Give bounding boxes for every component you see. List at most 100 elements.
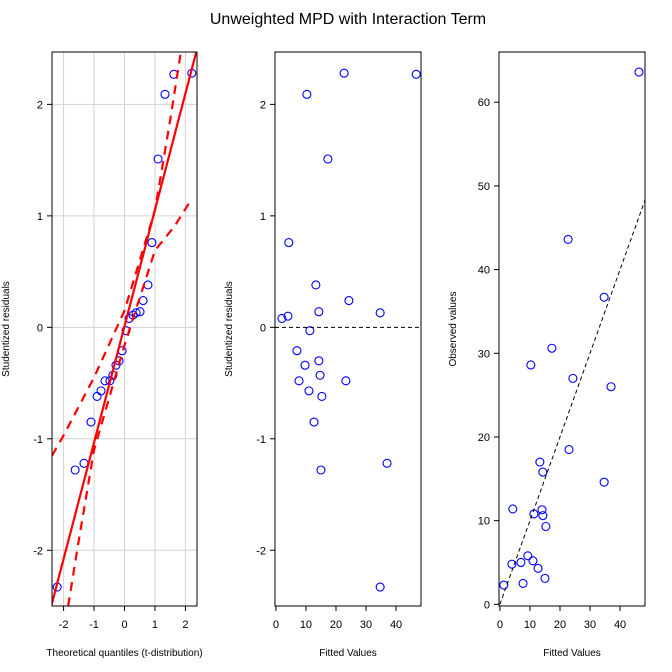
x-tick-label: -2 [59,619,69,631]
point [147,238,157,248]
point [516,557,526,568]
y-tick-label: 0 [484,599,490,611]
x-tick-label: 30 [584,619,596,631]
point [533,563,543,573]
point [341,376,351,386]
point [314,356,324,366]
y-tick-label: 0 [37,322,43,334]
point [382,458,392,468]
point [411,69,421,79]
point [540,573,550,583]
plot-frame [274,51,422,607]
point [564,444,574,455]
point [599,292,609,302]
y-tick-label: 20 [478,432,490,444]
line [52,52,197,606]
x-tick-label: 40 [390,619,402,631]
point [606,382,616,392]
point [153,154,163,164]
x-tick-label: 10 [524,619,536,631]
plot-frame [51,51,198,607]
x-tick-label: 0 [121,619,127,631]
x-tick-label: 0 [273,619,279,631]
point [518,578,528,588]
x-tick-label: 0 [497,619,503,631]
point [523,551,533,561]
point [568,373,578,383]
y-axis-title: Observed values [448,291,459,366]
point [339,68,349,78]
point [316,465,326,475]
y-tick-label: -2 [256,545,266,557]
point [508,504,518,514]
point [344,296,354,306]
point [547,343,557,353]
chart-title: Unweighted MPD with Interaction Term [210,11,486,28]
x-tick-label: 1 [152,619,158,631]
y-tick-label: -2 [33,545,43,557]
line [67,198,193,606]
plot-area [52,52,197,606]
point [599,477,609,487]
point [309,417,319,427]
y-axis-title: Studentized residuals [224,281,235,377]
y-axis-title: Studentized residuals [1,281,12,377]
x-axis-title: Fitted Values [543,648,601,659]
point [528,556,538,566]
y-tick-label: 10 [478,516,490,528]
y-tick-label: 40 [478,265,490,277]
x-tick-label: 30 [360,619,372,631]
point [70,465,80,475]
y-tick-label: 0 [260,322,266,334]
point [317,391,327,401]
point [304,386,314,396]
point [526,360,536,370]
y-tick-label: -1 [256,434,266,446]
point [323,154,333,164]
x-axis-title: Theoretical quantiles (t-distribution) [46,648,202,659]
point [277,313,287,323]
point [315,370,325,380]
y-tick-label: 30 [478,348,490,360]
y-tick-label: -1 [33,434,43,446]
y-tick-label: 60 [478,97,490,109]
plot-frame [498,51,646,607]
x-tick-label: 2 [182,619,188,631]
y-tick-label: 1 [260,211,266,223]
point [294,376,304,386]
x-tick-label: 20 [554,619,566,631]
point [541,521,551,532]
plot-area [499,67,645,605]
point [100,376,110,386]
point [563,234,573,245]
point [292,346,302,356]
x-axis-title: Fitted Values [319,648,377,659]
y-tick-label: 2 [37,99,43,111]
point [499,580,509,590]
line [499,199,645,605]
x-tick-label: 20 [330,619,342,631]
point [86,417,96,427]
point [305,326,315,336]
point [634,67,644,77]
point [537,505,547,515]
line [52,52,182,457]
point [300,360,310,370]
point [302,89,312,99]
point [375,582,385,592]
x-tick-label: 10 [300,619,312,631]
point [135,307,145,317]
point [96,386,106,396]
point [375,308,385,318]
point [538,511,548,521]
point [314,307,324,317]
point [535,457,545,467]
plot-area [275,68,421,592]
y-tick-label: 1 [37,211,43,223]
point [284,238,294,248]
point [131,308,141,318]
y-tick-label: 2 [260,99,266,111]
point [507,559,517,569]
